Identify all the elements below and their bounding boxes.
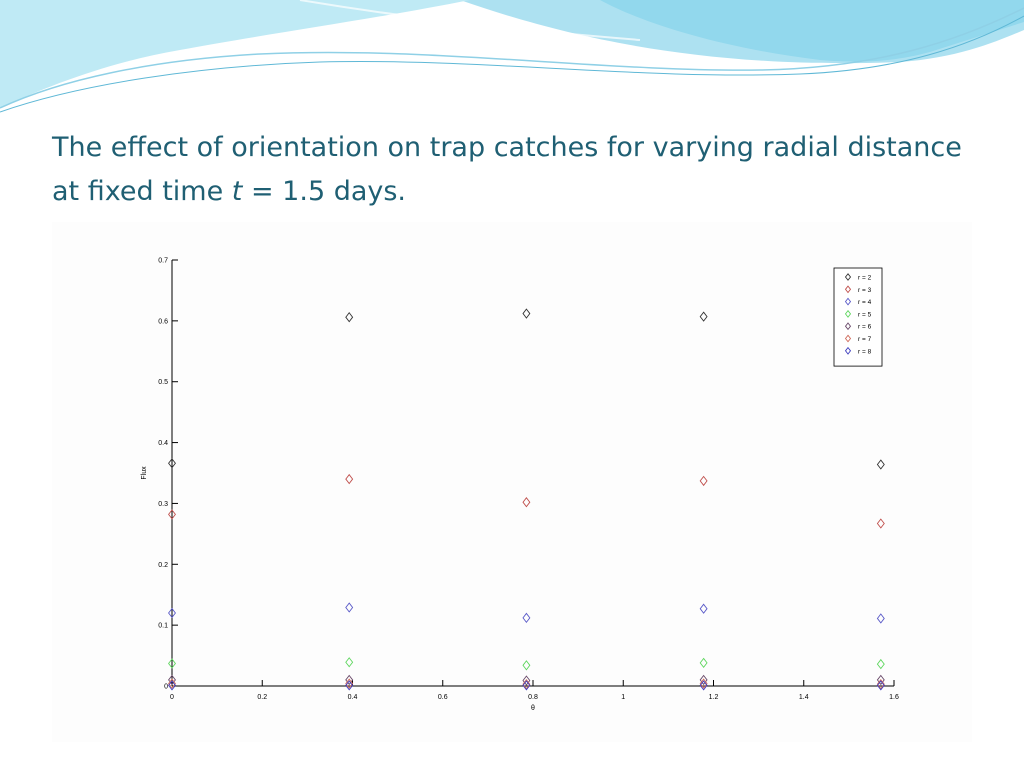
- y-tick-label: 0.5: [158, 379, 168, 386]
- data-point-series-5: [168, 674, 176, 686]
- x-axis-label: θ: [531, 705, 535, 712]
- data-point-series-6: [876, 679, 885, 690]
- data-point-series-1: [699, 311, 708, 322]
- legend-label: r = 6: [858, 324, 872, 331]
- y-tick-label: 0.2: [158, 562, 168, 569]
- legend-marker: [844, 309, 852, 318]
- data-point-series-1: [876, 459, 885, 470]
- legend-marker: [844, 322, 852, 331]
- legend-box: [833, 267, 883, 367]
- y-tick-label: 0.7: [158, 258, 168, 265]
- data-point-series-5: [345, 674, 354, 686]
- x-tick-label: 1.6: [889, 694, 899, 701]
- legend-marker: [844, 346, 852, 355]
- y-axis-label: Flux: [141, 466, 148, 480]
- y-tick-label: 0.3: [158, 501, 168, 508]
- data-point-series-3: [345, 602, 354, 613]
- data-markers: [168, 308, 885, 691]
- y-tick-label: 0.4: [158, 440, 168, 447]
- legend-label: r = 8: [858, 348, 872, 355]
- data-point-series-2: [168, 509, 176, 520]
- data-point-series-3: [168, 607, 176, 619]
- data-point-series-7: [345, 680, 354, 691]
- x-tick-label: 0.6: [438, 694, 448, 701]
- data-point-series-7: [522, 680, 531, 691]
- slide-title: The effect of orientation on trap catche…: [52, 126, 992, 214]
- data-point-series-4: [522, 660, 531, 671]
- data-point-series-6: [522, 679, 531, 690]
- x-tick-label: 1.4: [799, 694, 809, 701]
- y-tick-label: 0: [164, 684, 168, 691]
- y-tick-label: 0.6: [158, 318, 168, 325]
- axes: 0 0.2 0.4 0.6 0.8 1 1.2 1.4 1.6 0 0.1 0.2 0.3 0.4 0.5 0…: [141, 258, 899, 713]
- x-tick-label: 1.2: [709, 694, 719, 701]
- header-wave-banner: [0, 0, 1024, 113]
- data-point-series-5: [876, 674, 885, 686]
- data-point-series-4: [876, 658, 885, 670]
- legend-marker: [844, 334, 852, 343]
- data-point-series-1: [345, 312, 354, 323]
- x-tick-label: 0: [170, 694, 174, 701]
- slide-title-variable: t: [231, 176, 243, 207]
- legend-label: r = 5: [858, 311, 872, 318]
- legend-label: r = 7: [858, 336, 872, 343]
- scatter-chart: 0 0.2 0.4 0.6 0.8 1 1.2 1.4 1.6 0 0.1 0.2 0.3 0.4 0.5 0…: [141, 258, 899, 713]
- data-point-series-3: [699, 603, 708, 614]
- legend-label: r = 2: [858, 275, 872, 282]
- legend-label: r = 4: [858, 299, 872, 306]
- data-point-series-3: [522, 612, 531, 623]
- data-point-series-1: [168, 458, 176, 469]
- data-point-series-6: [699, 678, 708, 689]
- data-point-series-4: [168, 658, 176, 669]
- data-point-series-2: [522, 497, 531, 508]
- data-point-series-7: [876, 680, 885, 691]
- data-point-series-3: [876, 613, 885, 624]
- data-point-series-4: [345, 657, 354, 668]
- y-tick-label: 0.1: [158, 623, 168, 630]
- legend-marker: [844, 297, 852, 306]
- legend: r = 2 r = 3 r = 4 r = 5 r = 6 r = 7 r = 8: [833, 267, 883, 367]
- data-point-series-1: [522, 308, 531, 319]
- slide-title-suffix: = 1.5 days.: [242, 176, 407, 207]
- x-tick-label: 1: [621, 694, 625, 701]
- legend-marker: [844, 285, 852, 294]
- data-point-series-2: [876, 518, 885, 529]
- figure-panel: 0 0.2 0.4 0.6 0.8 1 1.2 1.4 1.6 0 0.1 0.2 0.3 0.4 0.5 0…: [52, 222, 972, 742]
- data-point-series-6: [168, 678, 176, 689]
- x-tick-label: 0.4: [348, 694, 358, 701]
- data-point-series-2: [345, 473, 354, 485]
- data-point-series-2: [699, 475, 708, 487]
- legend-marker: [844, 273, 852, 281]
- data-point-series-7: [168, 680, 176, 691]
- slide-title-text: The effect of orientation on trap catche…: [52, 132, 962, 207]
- x-tick-label: 0.2: [257, 694, 267, 701]
- data-point-series-7: [699, 680, 708, 691]
- x-tick-label: 0.8: [528, 694, 538, 701]
- data-point-series-5: [522, 675, 531, 686]
- data-point-series-6: [345, 678, 354, 689]
- data-point-series-4: [699, 657, 708, 669]
- data-point-series-5: [699, 674, 708, 686]
- legend-label: r = 3: [858, 287, 872, 294]
